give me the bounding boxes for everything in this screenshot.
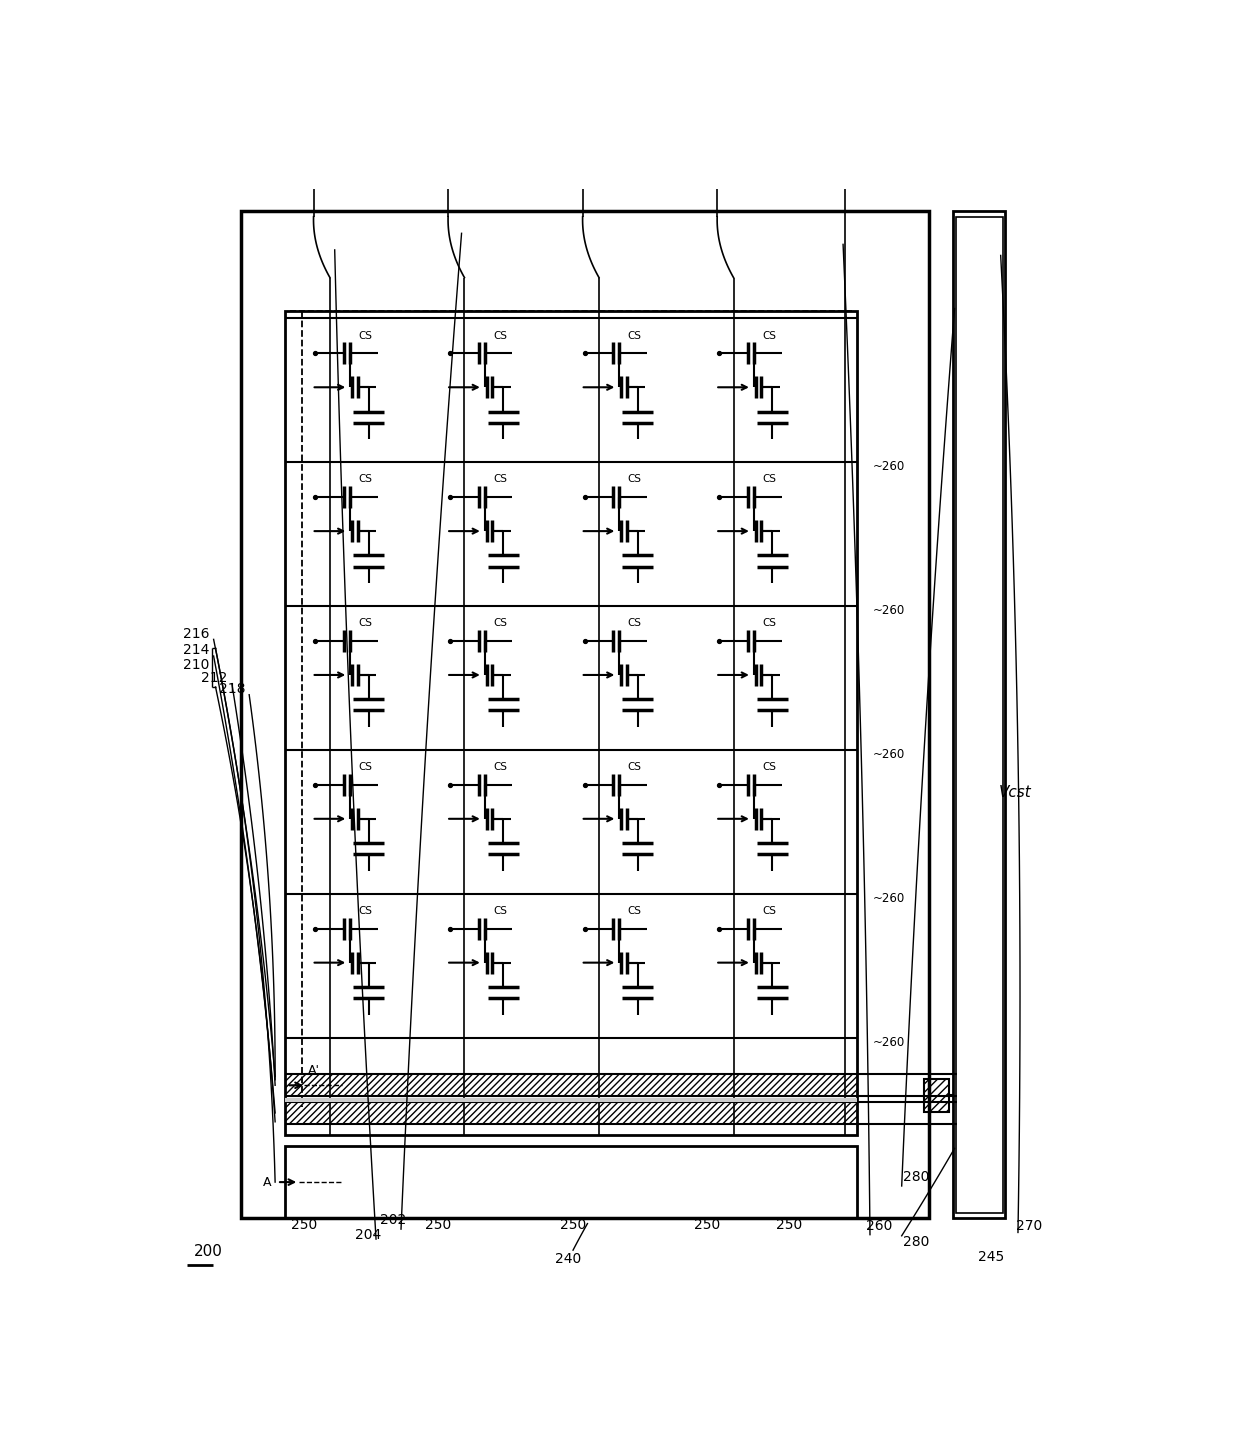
Text: 250: 250 bbox=[291, 1217, 317, 1232]
Bar bbox=[285, 1102, 857, 1124]
Text: CS: CS bbox=[763, 905, 776, 915]
Text: 280: 280 bbox=[903, 1236, 929, 1249]
Text: 240: 240 bbox=[556, 1252, 582, 1266]
Text: CS: CS bbox=[763, 331, 776, 341]
Bar bbox=[285, 1075, 857, 1096]
Bar bbox=[285, 1147, 857, 1219]
Bar bbox=[956, 217, 1003, 1213]
Text: CS: CS bbox=[627, 618, 641, 628]
Text: CS: CS bbox=[494, 331, 507, 341]
Text: ~260: ~260 bbox=[873, 892, 905, 905]
Text: CS: CS bbox=[627, 762, 641, 772]
Text: CS: CS bbox=[494, 618, 507, 628]
Text: CS: CS bbox=[627, 474, 641, 484]
Text: ~260: ~260 bbox=[873, 747, 905, 762]
Text: 260: 260 bbox=[867, 1219, 893, 1233]
Text: CS: CS bbox=[494, 905, 507, 915]
Text: 245: 245 bbox=[978, 1250, 1004, 1263]
Text: A: A bbox=[263, 1175, 272, 1188]
Text: CS: CS bbox=[494, 474, 507, 484]
Text: 250: 250 bbox=[776, 1217, 802, 1232]
Text: 216: 216 bbox=[184, 627, 210, 641]
Text: CS: CS bbox=[358, 762, 372, 772]
Bar bbox=[952, 211, 1006, 1219]
Text: CS: CS bbox=[763, 762, 776, 772]
Text: CS: CS bbox=[627, 905, 641, 915]
Text: CS: CS bbox=[763, 474, 776, 484]
Text: CS: CS bbox=[358, 331, 372, 341]
Text: CS: CS bbox=[358, 905, 372, 915]
Bar bbox=[285, 310, 857, 1135]
Text: 210: 210 bbox=[184, 658, 210, 673]
Text: 270: 270 bbox=[1017, 1219, 1043, 1233]
Bar bbox=[924, 1079, 949, 1112]
Text: 214: 214 bbox=[184, 644, 210, 658]
Text: ~260: ~260 bbox=[873, 1036, 905, 1049]
Text: 212: 212 bbox=[201, 671, 228, 685]
Text: 250: 250 bbox=[694, 1217, 720, 1232]
Text: A': A' bbox=[308, 1065, 320, 1078]
Text: 204: 204 bbox=[355, 1227, 382, 1242]
Text: Vcst: Vcst bbox=[998, 785, 1032, 799]
Text: 280: 280 bbox=[903, 1170, 929, 1184]
Text: 202: 202 bbox=[381, 1213, 407, 1227]
Text: CS: CS bbox=[494, 762, 507, 772]
Text: ~260: ~260 bbox=[873, 604, 905, 616]
Text: CS: CS bbox=[627, 331, 641, 341]
Text: 250: 250 bbox=[425, 1217, 451, 1232]
Text: 250: 250 bbox=[560, 1217, 587, 1232]
Text: CS: CS bbox=[358, 474, 372, 484]
Text: CS: CS bbox=[763, 618, 776, 628]
Text: 218: 218 bbox=[218, 683, 246, 696]
Text: CS: CS bbox=[358, 618, 372, 628]
Bar bbox=[242, 211, 929, 1219]
Text: ~260: ~260 bbox=[873, 460, 905, 473]
Text: 200: 200 bbox=[193, 1244, 222, 1259]
